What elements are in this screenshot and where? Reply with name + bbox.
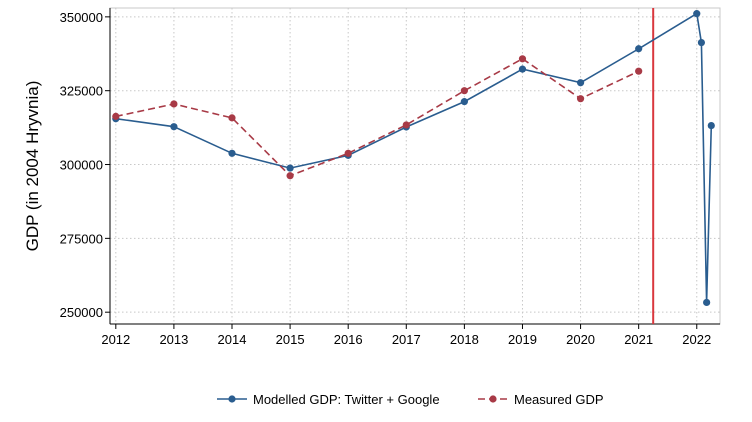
x-tick-label: 2018 bbox=[450, 332, 479, 347]
x-tick-label: 2015 bbox=[276, 332, 305, 347]
y-axis-title: GDP (in 2004 Hryvnia) bbox=[23, 81, 42, 252]
series-1-point bbox=[703, 298, 711, 307]
x-tick-label: 2017 bbox=[392, 332, 421, 347]
series-line-2 bbox=[115, 57, 640, 177]
legend-label-1: Modelled GDP: Twitter + Google bbox=[253, 392, 440, 407]
x-tick-label: 2012 bbox=[101, 332, 130, 347]
x-tick-label: 2021 bbox=[624, 332, 653, 347]
legend-label-2: Measured GDP bbox=[514, 392, 604, 407]
series-line-1 bbox=[115, 12, 713, 303]
series-2-point bbox=[576, 95, 585, 103]
y-tick-label: 350000 bbox=[60, 10, 103, 25]
x-tick-label: 2019 bbox=[508, 332, 537, 347]
series-2-point bbox=[635, 67, 643, 75]
y-tick-label: 325000 bbox=[60, 84, 103, 99]
x-tick-label: 2020 bbox=[566, 332, 595, 347]
x-tick-label: 2014 bbox=[218, 332, 247, 347]
series-1-point bbox=[518, 65, 527, 73]
series-1-point bbox=[170, 123, 178, 131]
x-tick-label: 2013 bbox=[159, 332, 188, 347]
series-1-point bbox=[697, 38, 706, 47]
series-2-point bbox=[286, 172, 294, 180]
legend-swatch-marker-1 bbox=[228, 395, 236, 403]
legend-swatch-marker-2 bbox=[489, 395, 497, 403]
series-1-point bbox=[460, 98, 468, 106]
x-tick-label: 2022 bbox=[682, 332, 711, 347]
y-tick-label: 300000 bbox=[60, 158, 103, 173]
series-1-point bbox=[286, 164, 294, 172]
series-2-point bbox=[402, 121, 410, 129]
series-2-point bbox=[228, 114, 236, 122]
series-2-point bbox=[518, 55, 527, 63]
x-tick-label: 2016 bbox=[334, 332, 363, 347]
series-2-point bbox=[170, 100, 178, 108]
series-1-point bbox=[576, 79, 585, 87]
series-2-point bbox=[344, 149, 352, 157]
series-1-point bbox=[693, 10, 701, 18]
series-1-point bbox=[707, 121, 715, 130]
series-2-point bbox=[112, 112, 120, 120]
y-tick-label: 275000 bbox=[60, 231, 103, 246]
series-2-point bbox=[460, 87, 468, 95]
y-tick-label: 250000 bbox=[60, 305, 103, 320]
series-1-point bbox=[228, 149, 236, 157]
series-1-point bbox=[635, 45, 643, 53]
